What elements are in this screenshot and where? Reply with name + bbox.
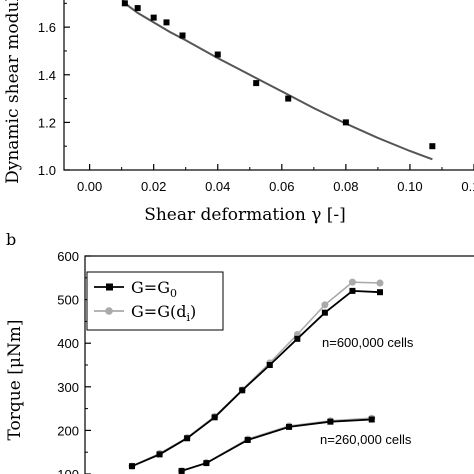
- y-tick-label: 500: [57, 293, 79, 308]
- series-marker: [184, 435, 191, 442]
- legend-marker: [106, 283, 113, 291]
- series-marker: [321, 301, 329, 309]
- series-marker: [348, 278, 356, 286]
- legend-box: [86, 271, 224, 331]
- x-tick-label: 0.08: [333, 179, 358, 194]
- y-tick-label: 600: [57, 249, 79, 264]
- panel-a-y-ticks: 1.0 1.2 1.4 1.6: [38, 2, 70, 178]
- y-tick-label: 300: [57, 380, 79, 395]
- series-marker: [286, 423, 293, 430]
- y-tick-label: 100: [57, 467, 79, 474]
- series-G0-260k: [178, 416, 375, 474]
- panel-b-series: [128, 278, 384, 474]
- x-tick-label: 0.00: [77, 179, 102, 194]
- y-tick-label: 1.4: [38, 68, 56, 83]
- series-marker: [327, 418, 334, 425]
- series-marker: [211, 414, 218, 421]
- series-marker: [244, 436, 251, 443]
- panel-b-plot-frame: [84, 255, 474, 474]
- data-point: [179, 32, 186, 39]
- series-marker: [178, 467, 185, 474]
- series-G0-600k: [129, 287, 383, 470]
- data-point: [121, 0, 128, 7]
- y-tick-label: 200: [57, 423, 79, 438]
- panel-a-points: [121, 0, 436, 150]
- panel-b-y-axis-label: Torque [μNm]: [5, 320, 25, 441]
- panel-a-x-axis-label: Shear deformation γ [-]: [144, 205, 346, 225]
- panel-b-y-ticks: 100 200 300 400 500 600: [57, 249, 91, 474]
- panel-a-y-axis-label: Dynamic shear modul: [3, 0, 23, 184]
- series-marker: [377, 289, 383, 296]
- data-point: [134, 5, 141, 12]
- series-marker: [368, 416, 375, 423]
- x-tick-label: 0.06: [269, 179, 294, 194]
- x-tick-label: 0.12: [461, 179, 474, 194]
- series-marker: [294, 335, 301, 342]
- data-point: [163, 19, 170, 26]
- series-marker: [349, 287, 356, 294]
- legend-label: G=G(di): [131, 302, 196, 324]
- panel-a-x-ticks: 0.00 0.02 0.04 0.06 0.08 0.10 0.12: [77, 164, 474, 194]
- x-tick-label: 0.04: [205, 179, 230, 194]
- y-tick-label: 400: [57, 336, 79, 351]
- data-point: [429, 143, 436, 150]
- data-point: [150, 14, 157, 21]
- panel-a: 0.000.020.040.060.080.100.12 1.01.21.41.…: [3, 0, 474, 225]
- data-point: [253, 80, 260, 87]
- series-marker: [203, 460, 210, 467]
- series-marker: [156, 451, 163, 458]
- data-point: [214, 51, 221, 58]
- panel-b-legend: G=G0G=G(di): [86, 271, 224, 331]
- legend-label: G=G0: [131, 278, 177, 300]
- panel-b-label: b: [6, 230, 16, 249]
- panel-a-fit-line-group: [121, 0, 433, 161]
- annotation-260000-cells: n=260,000 cells: [320, 432, 412, 447]
- data-point: [342, 119, 349, 126]
- fit-line: [121, 0, 433, 161]
- panel-a-plot-frame: [63, 0, 474, 171]
- x-tick-label: 0.10: [397, 179, 422, 194]
- series-marker: [321, 309, 328, 316]
- y-tick-label: 1.0: [38, 163, 56, 178]
- series-marker: [266, 362, 273, 368]
- annotation-600000-cells: n=600,000 cells: [322, 335, 414, 350]
- series-marker: [129, 463, 135, 470]
- panel-b: b 100 200 300 400 500 600 Torque [μNm] G=G0G=…: [5, 230, 474, 474]
- series-marker: [376, 279, 384, 287]
- data-point: [285, 95, 292, 102]
- series-marker: [239, 387, 246, 394]
- y-tick-label: 1.2: [38, 115, 56, 130]
- series-line: [131, 289, 381, 468]
- y-tick-label: 1.6: [38, 20, 56, 35]
- legend-marker: [105, 307, 113, 315]
- x-tick-label: 0.02: [141, 179, 166, 194]
- series-line: [181, 418, 372, 472]
